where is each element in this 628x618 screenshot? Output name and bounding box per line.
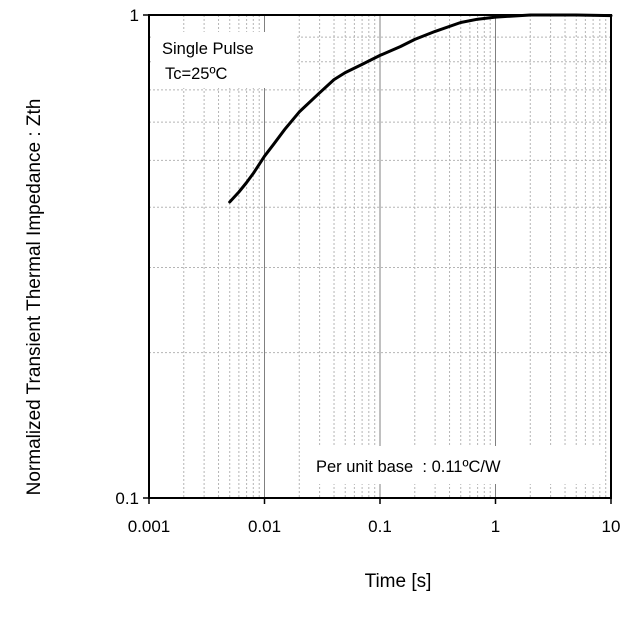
x-tick-label: 10 xyxy=(602,517,621,536)
y-tick-label: 1 xyxy=(130,6,139,25)
x-tick-label: 0.01 xyxy=(248,517,281,536)
x-tick-label: 0.001 xyxy=(128,517,171,536)
x-tick-label: 1 xyxy=(491,517,500,536)
series-line-zth xyxy=(228,13,613,204)
grid-lines xyxy=(149,15,611,498)
y-tick-label: 0.1 xyxy=(115,489,139,508)
annotation-single-pulse: Single Pulse xyxy=(162,40,254,58)
x-axis-label: Time [s] xyxy=(365,571,432,592)
axis-ticks: 0.001 0.01 0.1 1 10 0.1 1 xyxy=(115,6,620,536)
x-tick-label: 0.1 xyxy=(368,517,392,536)
annotation-per-unit-base: Per unit base : 0.11ºC/W xyxy=(316,458,501,476)
annotation-tc: Tc=25ºC xyxy=(165,65,228,83)
series-layer xyxy=(228,13,613,204)
legend-box-single-pulse xyxy=(152,32,297,88)
y-axis-label: Normalized Transient Thermal Impedance :… xyxy=(24,99,45,496)
per-unit-base-box xyxy=(310,446,602,484)
